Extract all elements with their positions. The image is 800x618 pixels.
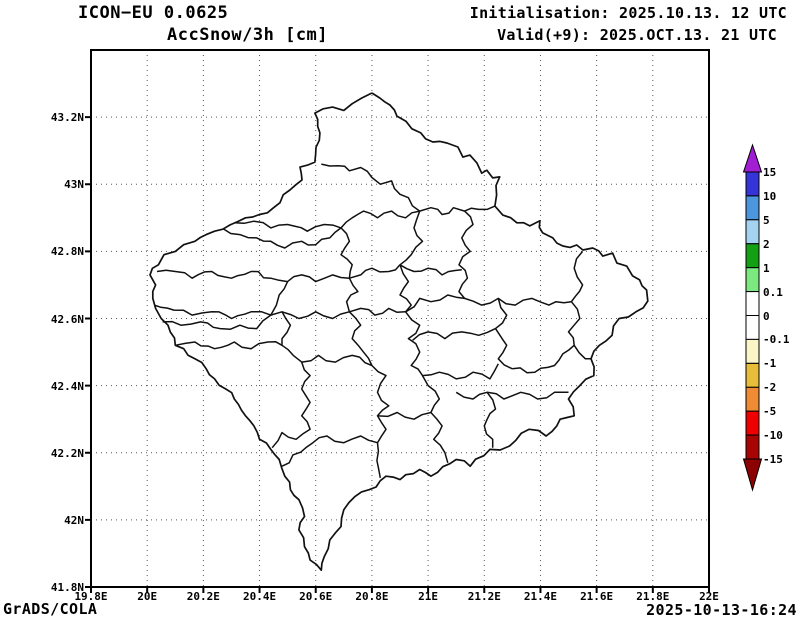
axis-ticks <box>85 116 710 593</box>
x-tick-label: 20.2E <box>186 590 220 603</box>
municipality-border <box>399 264 462 276</box>
colorbar-arrow-bottom <box>742 458 763 492</box>
x-tick-label: 20E <box>137 590 158 603</box>
y-tick-label: 43N <box>64 178 84 192</box>
colorbar-segment <box>745 338 760 364</box>
colorbar <box>742 143 763 492</box>
municipality-border <box>512 344 575 374</box>
valid-time-label: Valid(+9): 2025.OCT.13. 21 UTC <box>497 26 777 44</box>
municipality-border <box>405 294 465 313</box>
municipality-border <box>270 281 289 316</box>
colorbar-segment <box>745 291 760 317</box>
colorbar-segment <box>745 243 760 269</box>
model-title: ICON−EU 0.0625 <box>78 3 229 23</box>
municipality-border <box>321 163 421 212</box>
municipality-border <box>234 220 342 232</box>
municipality-border <box>345 277 359 313</box>
municipality-border <box>349 264 401 279</box>
colorbar-segment <box>745 195 760 221</box>
colorbar-level-label: -2 <box>763 381 777 395</box>
municipality-border <box>301 354 373 367</box>
x-tick-label: 20.4E <box>242 590 277 603</box>
creation-timestamp: 2025-10-13-16:24 <box>646 601 797 618</box>
x-tick-label: 19.8E <box>74 590 108 603</box>
municipality-border <box>494 298 513 370</box>
y-tick-label: 42.8N <box>50 245 84 259</box>
colorbar-level-label: -1 <box>763 357 777 371</box>
x-tick-label: 21.6E <box>580 590 614 603</box>
municipality-border <box>377 411 432 420</box>
colorbar-arrow-top <box>742 143 763 173</box>
grads-credit: GrADS/COLA <box>3 600 98 618</box>
colorbar-segment <box>745 362 760 388</box>
colorbar-segment <box>745 386 760 412</box>
x-tick-label: 21.4E <box>523 590 558 603</box>
municipality-border <box>222 227 342 249</box>
y-tick-label: 43.2N <box>50 111 84 125</box>
municipality-border <box>281 435 378 467</box>
municipality-border <box>455 391 569 400</box>
colorbar-level-label: -5 <box>763 405 777 419</box>
municipality-border <box>567 250 591 360</box>
colorbar-level-label: 1 <box>763 261 770 275</box>
municipality-border <box>340 210 420 229</box>
y-tick-label: 41.8N <box>50 581 84 594</box>
colorbar-level-label: -0.1 <box>763 333 790 347</box>
colorbar-segment <box>745 410 760 436</box>
colorbar-level-label: 5 <box>763 213 770 227</box>
country-outer-border <box>149 92 649 572</box>
colorbar-segment <box>745 267 760 293</box>
municipality-border <box>404 311 429 386</box>
colorbar-level-label: 10 <box>763 189 777 203</box>
kosovo-municipality-borders <box>149 92 649 572</box>
colorbar-segment <box>745 219 760 245</box>
municipality-border <box>349 307 406 316</box>
municipality-border <box>422 363 499 380</box>
municipality-border <box>281 311 303 363</box>
municipality-border <box>483 391 497 448</box>
x-tick-label: 21.8E <box>636 590 670 603</box>
municipality-border <box>271 361 311 449</box>
municipality-border <box>371 364 390 479</box>
x-tick-label: 21.2E <box>467 590 501 603</box>
colorbar-level-label: -15 <box>763 453 783 467</box>
x-tick-label: 21E <box>418 590 439 603</box>
municipality-border <box>419 205 496 216</box>
colorbar-level-label: 0 <box>763 309 770 323</box>
municipality-border <box>427 385 449 464</box>
municipality-border <box>458 210 474 299</box>
x-tick-label: 20.8E <box>355 590 389 603</box>
x-tick-label: 22E <box>699 590 719 603</box>
municipality-border <box>175 340 283 350</box>
colorbar-level-label: -10 <box>763 429 783 443</box>
colorbar-level-label: 0.1 <box>763 285 783 299</box>
y-tick-label: 42.2N <box>50 446 84 460</box>
colorbar-level-label: 2 <box>763 237 770 251</box>
municipality-border <box>340 227 353 279</box>
municipality-border <box>464 297 572 306</box>
y-tick-label: 42.4N <box>50 379 84 393</box>
municipality-border <box>153 304 350 320</box>
init-time-label: Initialisation: 2025.10.13. 12 UTC <box>469 4 787 22</box>
municipality-border <box>162 314 272 330</box>
x-tick-label: 20.6E <box>299 590 333 603</box>
colorbar-level-label: 15 <box>763 166 777 179</box>
y-tick-label: 42.6N <box>50 312 84 326</box>
colorbar-segment <box>745 315 760 340</box>
colorbar-segment <box>745 434 760 460</box>
municipality-border <box>156 269 350 283</box>
grid-lines <box>91 50 709 587</box>
municipality-border <box>399 264 412 313</box>
municipality-border <box>348 311 373 366</box>
municipality-border <box>399 210 424 266</box>
y-tick-label: 42N <box>64 513 84 527</box>
colorbar-segment <box>745 171 760 197</box>
municipality-border <box>412 327 496 341</box>
variable-title: AccSnow/3h [cm] <box>167 25 329 45</box>
